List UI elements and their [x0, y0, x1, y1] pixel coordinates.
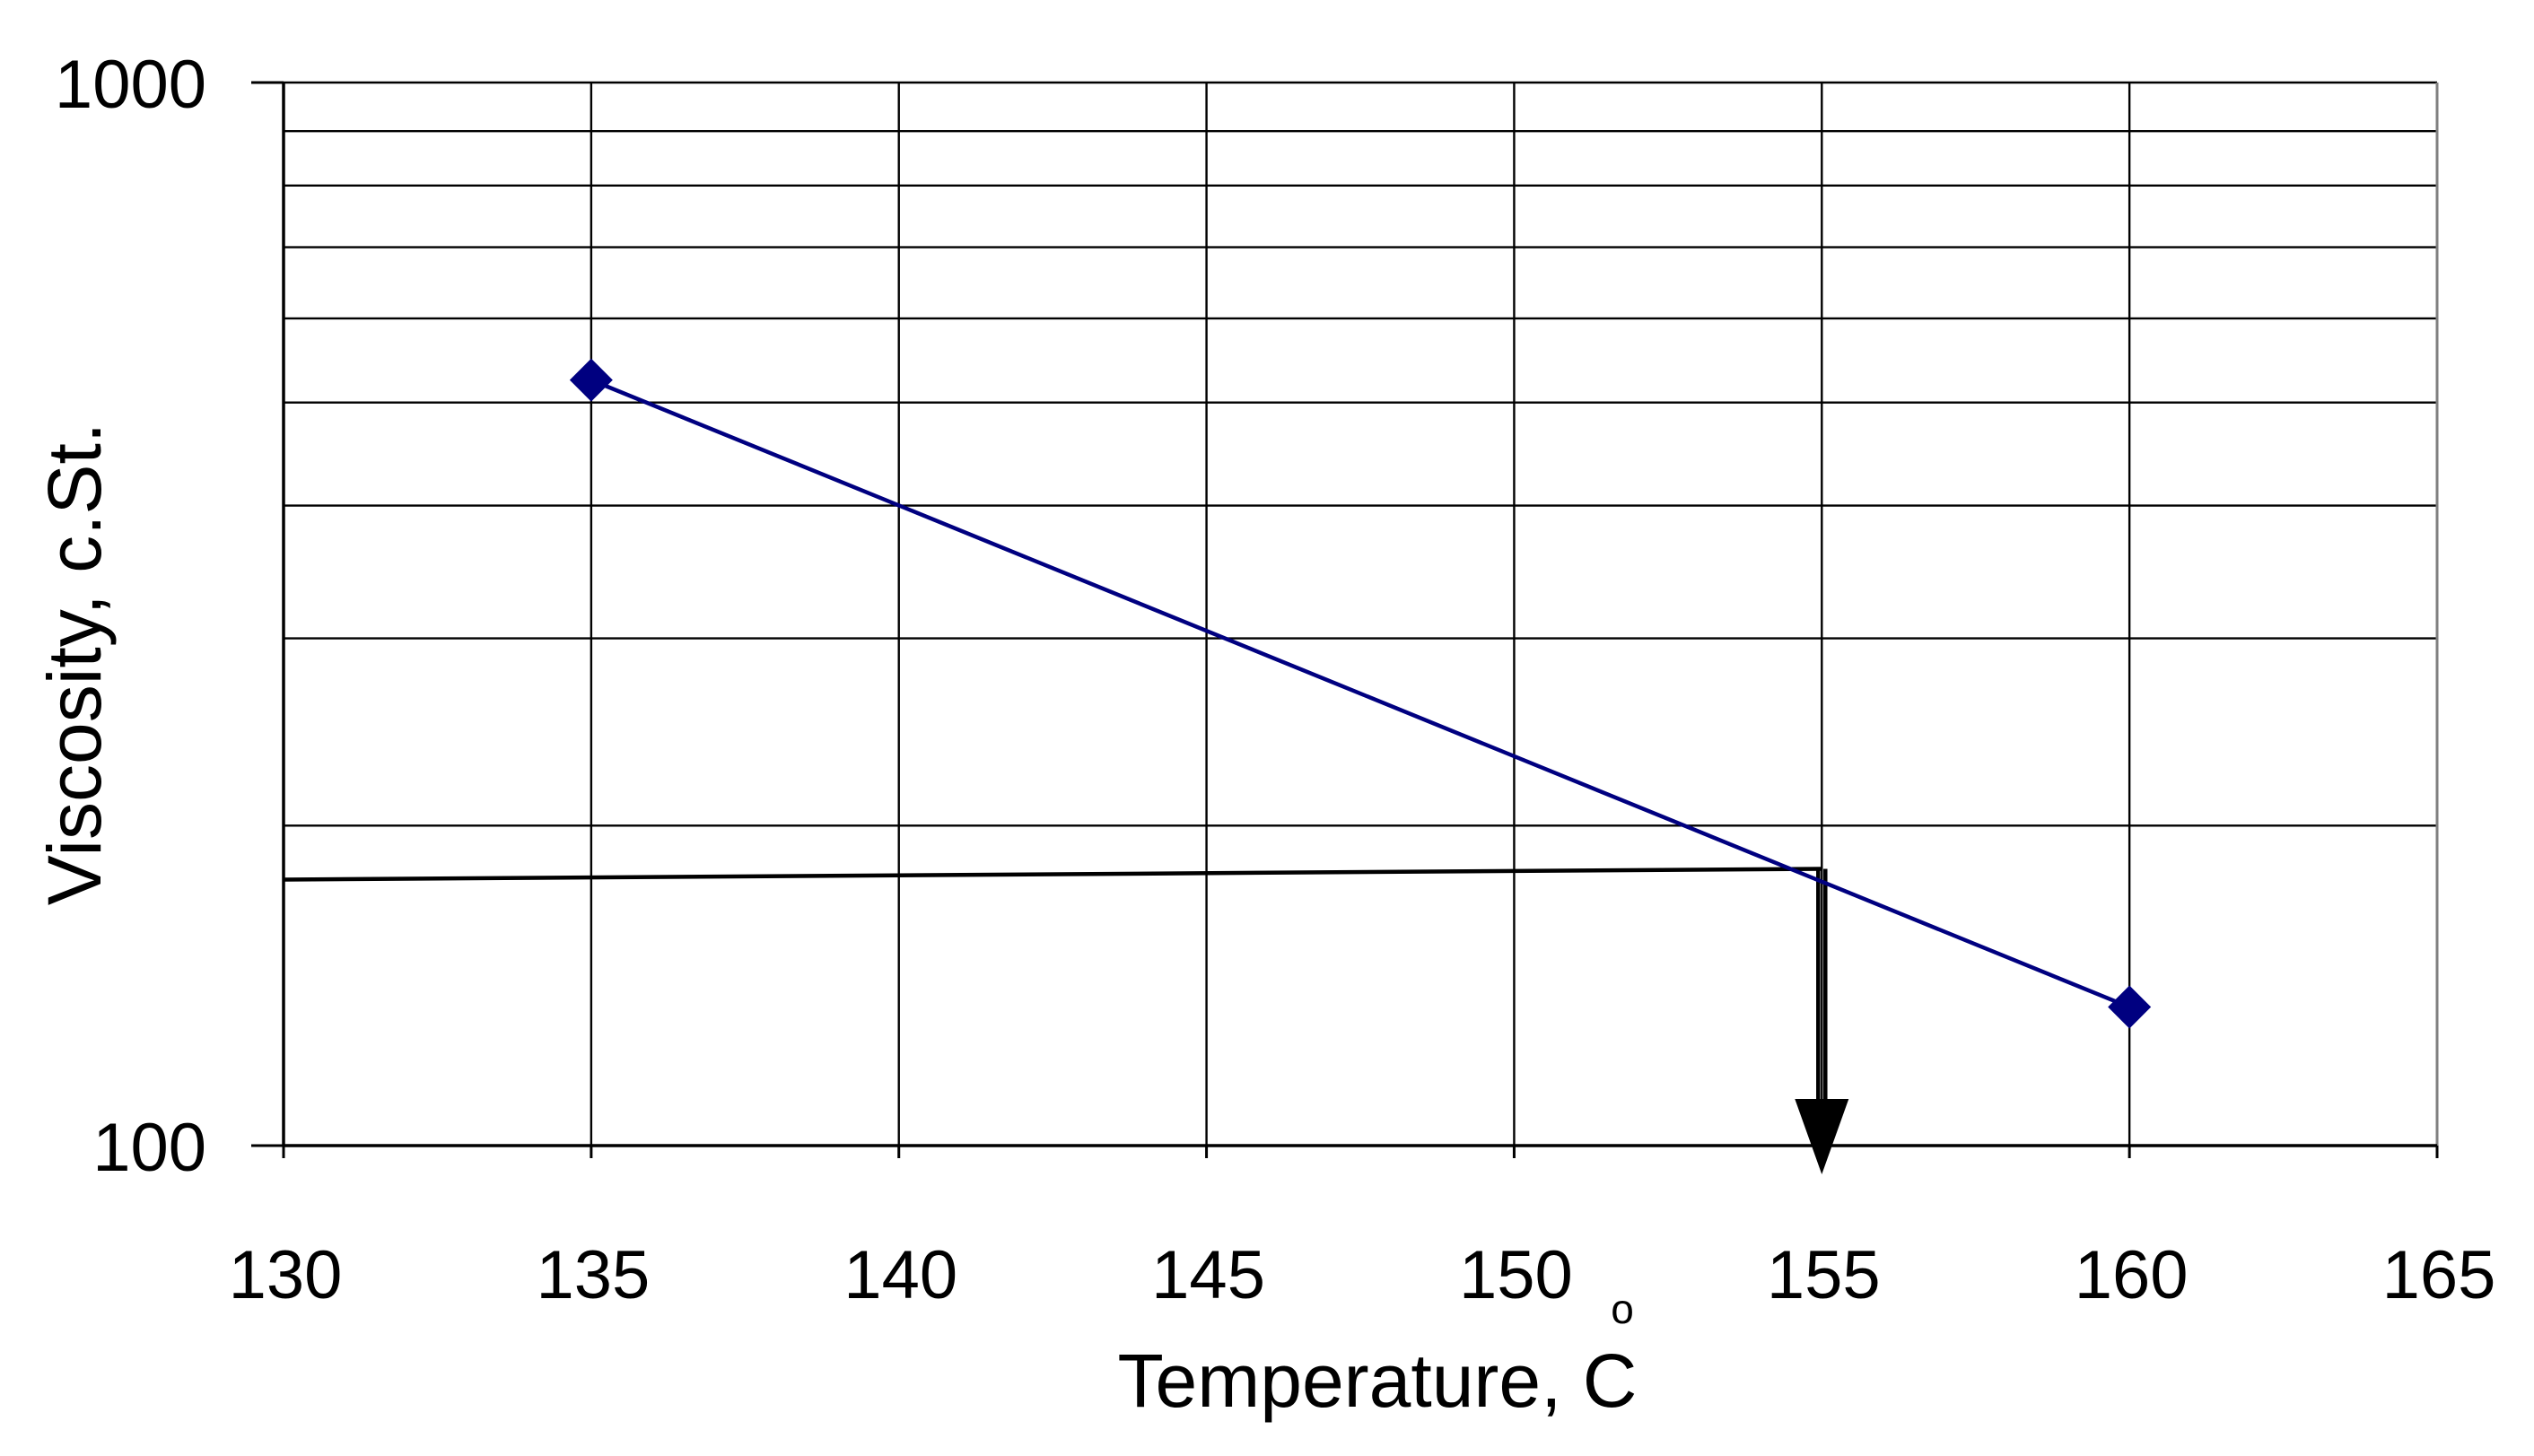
reading-line-horizontal — [283, 867, 1822, 882]
y-tick-label: 100 — [92, 1110, 206, 1186]
x-tick-label: 130 — [229, 1237, 343, 1313]
x-tick-label: 145 — [1151, 1237, 1265, 1313]
annotation-layer — [283, 867, 1849, 1174]
data-point-marker — [2108, 985, 2152, 1029]
x-tick-label: 140 — [843, 1237, 957, 1313]
series-line — [590, 378, 2130, 1009]
x-tick-label: 150 — [1459, 1237, 1573, 1313]
grid-layer — [284, 81, 2437, 1147]
degree-symbol: o — [1611, 1286, 1634, 1332]
x-tick-label: 155 — [1767, 1237, 1881, 1313]
y-axis-title: Viscosity, c.St. — [32, 423, 117, 905]
data-point-marker — [569, 358, 613, 402]
x-tick-label: 135 — [536, 1237, 650, 1313]
label-layer: 130 135 140 145 150 155 160 165 1000 100 — [55, 47, 2495, 1313]
y-tick-label: 1000 — [55, 47, 206, 123]
x-tick-label: 160 — [2075, 1237, 2189, 1313]
x-tick-label: 165 — [2382, 1237, 2496, 1313]
x-axis-title: Temperature, C — [1118, 1338, 1638, 1423]
axis-layer — [251, 81, 2439, 1158]
down-arrow-icon — [1795, 1099, 1849, 1174]
series-layer — [569, 358, 2152, 1029]
